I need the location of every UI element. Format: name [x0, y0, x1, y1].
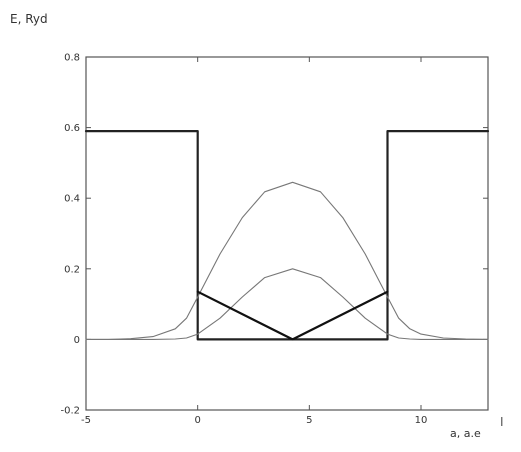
text-cursor-mark: I	[500, 415, 504, 429]
y-axis-label: E, Ryd	[10, 12, 48, 26]
plot-frame	[85, 56, 489, 411]
series-layer	[84, 130, 490, 341]
x-tick-label: 10	[415, 415, 428, 426]
x-tick-label: -5	[81, 415, 91, 426]
x-tick-label: 5	[306, 415, 312, 426]
y-tick-label: 0.2	[64, 264, 80, 275]
y-tick-label: -0.2	[60, 406, 80, 417]
series-line-2	[85, 181, 489, 340]
y-tick-label: 0.8	[64, 53, 80, 64]
x-axis-label: a, a.e	[450, 427, 481, 440]
y-tick-label: 0	[74, 335, 80, 346]
axes-layer: -0.2 0 0.2 0.4 0.6 0.8 -5 0 5 10	[60, 53, 489, 426]
y-tick-label: 0.4	[64, 194, 80, 205]
series-line-3	[85, 268, 489, 340]
series-line-1	[84, 130, 490, 341]
x-tick-label: 0	[194, 415, 200, 426]
y-tick-label: 0.6	[64, 123, 80, 134]
series-line-4	[196, 290, 389, 341]
